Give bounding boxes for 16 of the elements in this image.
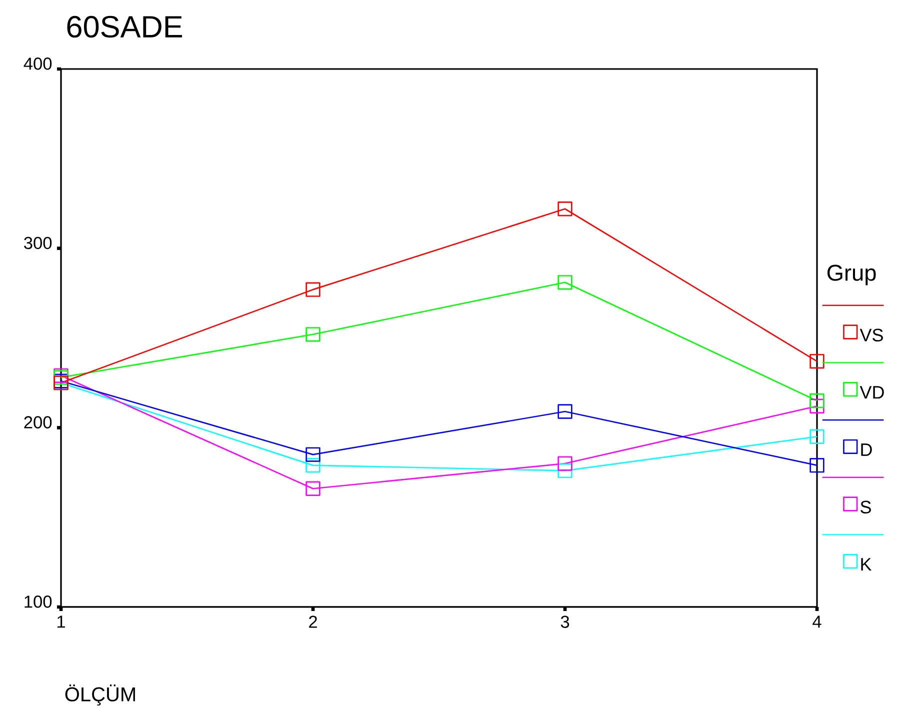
x-tick-label: 1 [58,616,65,628]
x-tick-label: 4 [812,616,822,628]
chart-title: 60SADE [67,16,182,38]
x-axis-title: ÖLÇÜM [65,684,135,706]
legend-label: VD [860,386,884,399]
legend-title: Grup [827,264,876,286]
legend-label: S [860,500,871,514]
y-tick-label: 400 [24,58,52,70]
y-tick-label: 300 [24,236,52,250]
x-tick-label: 2 [309,616,317,628]
legend-label: K [861,558,872,571]
legend-label: VS [860,328,883,342]
legend-label: D [861,443,872,456]
x-tick-label: 3 [560,616,570,628]
y-tick-label: 100 [24,596,52,608]
y-tick-label: 200 [24,416,52,428]
